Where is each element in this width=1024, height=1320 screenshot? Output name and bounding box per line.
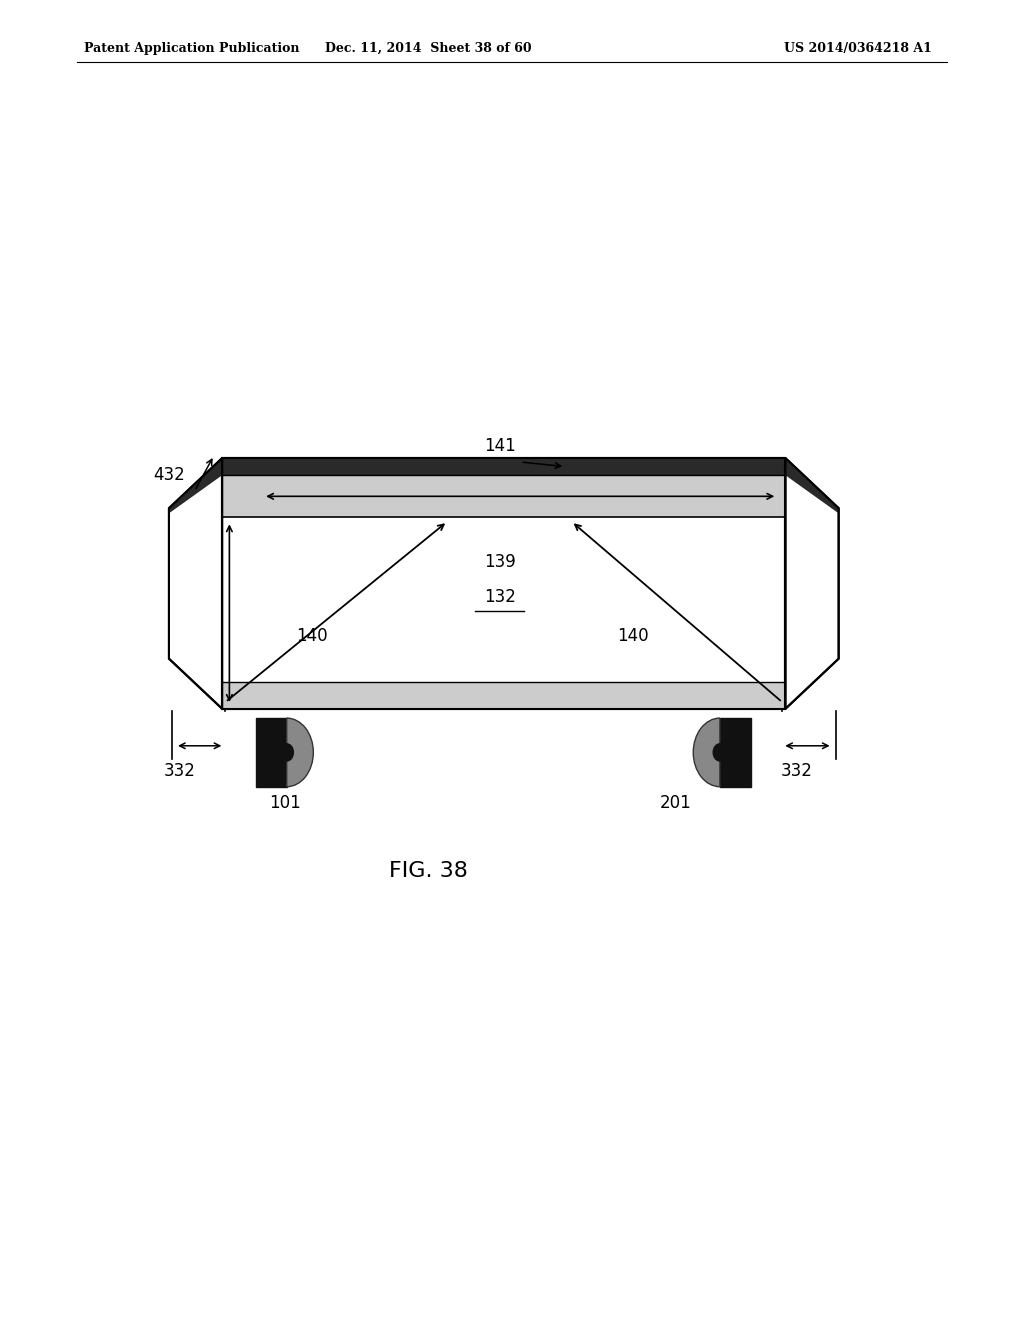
Text: 141: 141 (483, 437, 516, 455)
Text: 139: 139 (483, 553, 516, 572)
Polygon shape (785, 458, 839, 513)
Bar (256, 718, 287, 787)
Text: Patent Application Publication: Patent Application Publication (84, 42, 299, 54)
Bar (222, 458, 785, 475)
Polygon shape (169, 458, 222, 709)
Bar (222, 682, 785, 709)
Polygon shape (169, 458, 222, 513)
Text: 332: 332 (780, 762, 813, 780)
Bar (222, 458, 785, 709)
Text: US 2014/0364218 A1: US 2014/0364218 A1 (784, 42, 932, 54)
Wedge shape (693, 718, 720, 787)
Bar (222, 475, 785, 517)
Text: 332: 332 (163, 762, 196, 780)
Text: 101: 101 (268, 793, 301, 812)
Text: 140: 140 (297, 627, 328, 645)
Polygon shape (785, 458, 839, 709)
Circle shape (713, 743, 726, 760)
Wedge shape (287, 718, 313, 787)
Circle shape (281, 743, 294, 760)
Text: 201: 201 (659, 793, 692, 812)
Text: 432: 432 (153, 466, 185, 484)
Bar (222, 458, 785, 709)
Bar (720, 718, 751, 787)
Text: Dec. 11, 2014  Sheet 38 of 60: Dec. 11, 2014 Sheet 38 of 60 (325, 42, 531, 54)
Text: 140: 140 (617, 627, 648, 645)
Text: 132: 132 (483, 587, 516, 606)
Text: FIG. 38: FIG. 38 (388, 861, 468, 882)
